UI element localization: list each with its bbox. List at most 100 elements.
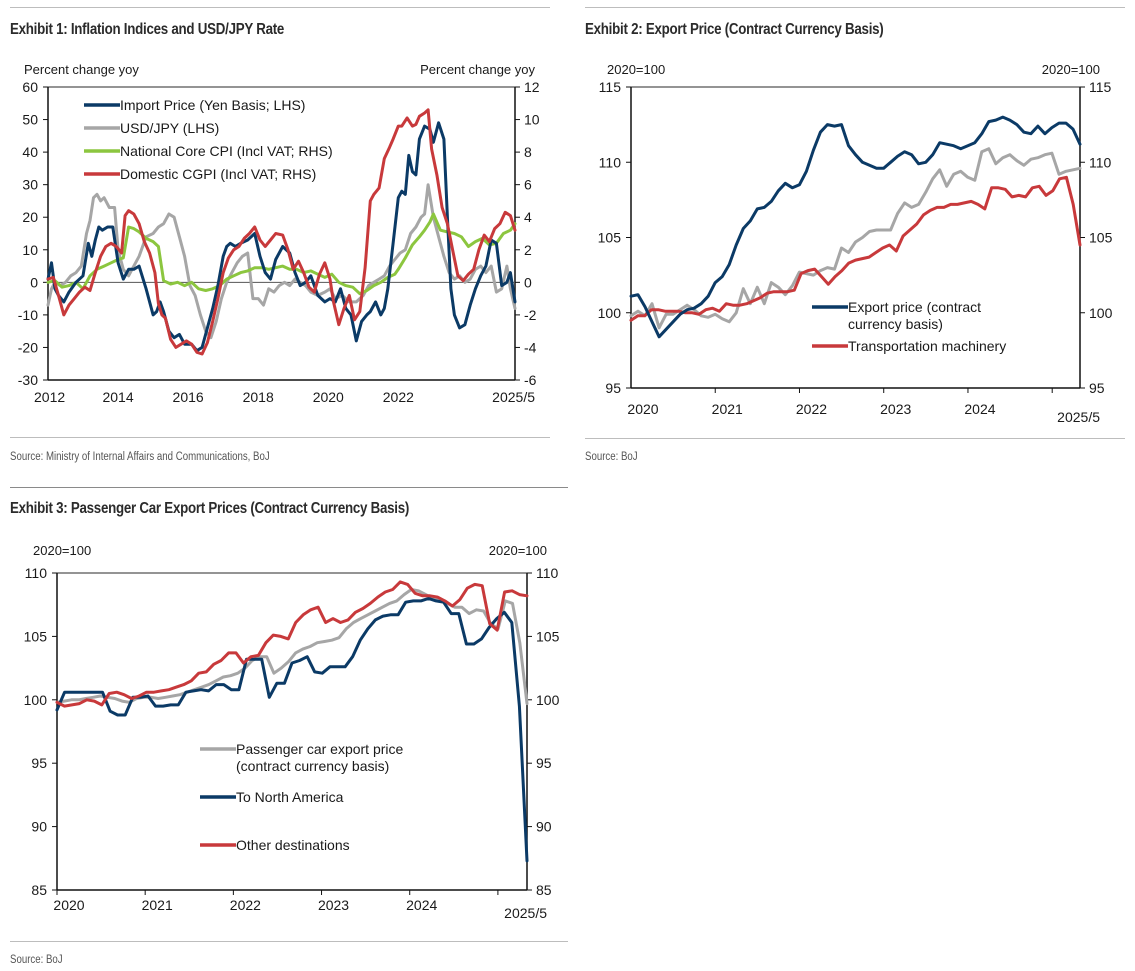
exhibit-3-top-rule (10, 487, 568, 488)
y-tick-label-right: 85 (536, 882, 552, 898)
y-tick-label-left: 0 (30, 274, 38, 290)
y-tick-label-left: 90 (31, 819, 47, 835)
y-tick-label-left: -30 (18, 372, 38, 388)
legend-label-line: Transportation machinery (848, 338, 1006, 354)
legend-label: USD/JPY (LHS) (120, 120, 219, 136)
legend: Export price (contract currency basis) Tra… (812, 299, 1006, 354)
x-tick-label: 2025/5 (1057, 409, 1100, 425)
chart-3: 2020=100 2020=100 110 105 100 95 90 85 110 105 100… (24, 543, 560, 921)
exhibit-3-bottom-rule (10, 941, 568, 942)
series-line-to-north-america (55, 596, 529, 863)
y-tick-label-left: 60 (22, 79, 38, 95)
x-tick-label: 2020 (53, 897, 84, 913)
exhibit-2-bottom-rule (585, 438, 1125, 439)
y-tick-label-left: -20 (18, 339, 38, 355)
legend-label-line: USD/JPY (LHS) (120, 120, 219, 136)
y-tick-label-right: -2 (524, 307, 537, 323)
y-tick-label-right: 4 (524, 209, 532, 225)
y-tick-label-right: 110 (1089, 154, 1112, 170)
chart-1: Percent change yoy Percent change yoy 60 50… (18, 62, 540, 405)
y-tick-label-left: 115 (599, 79, 622, 95)
y-axis-label-right: 2020=100 (489, 543, 547, 558)
x-tick-label: 2014 (102, 389, 133, 405)
legend-label: Passenger car export price (contract curr… (236, 741, 404, 774)
x-tick-label: 2022 (796, 401, 827, 417)
legend-label-line: Domestic CGPI (Incl VAT; RHS) (120, 166, 316, 182)
y-tick-label-right: 2 (524, 242, 532, 258)
legend-label: Import Price (Yen Basis; LHS) (120, 97, 305, 113)
x-tick-label: 2023 (318, 897, 349, 913)
legend-label-line: National Core CPI (Incl VAT; RHS) (120, 143, 333, 159)
x-tick-label: 2016 (173, 389, 204, 405)
legend-label: Domestic CGPI (Incl VAT; RHS) (120, 166, 316, 182)
y-tick-label-right: 100 (536, 692, 560, 708)
y-axis-label-left: 2020=100 (33, 543, 91, 558)
y-tick-label-left: 85 (31, 882, 47, 898)
legend-label-line: Other destinations (236, 837, 350, 853)
legend-label-line: Export price (contract (848, 299, 981, 315)
legend: Import Price (Yen Basis; LHS) USD/JPY (LH… (84, 97, 333, 182)
x-tick-label: 2012 (34, 389, 65, 405)
exhibit-1-source: Source: Ministry of Internal Affairs and… (10, 451, 270, 463)
legend-label: To North America (236, 789, 344, 805)
series-line-unlabeled-series-grey (629, 147, 1082, 330)
y-tick-label-left: 10 (22, 242, 38, 258)
x-tick-label: 2022 (230, 897, 261, 913)
exhibit-1-title: Exhibit 1: Inflation Indices and USD/JPY… (10, 21, 285, 38)
exhibit-1-top-rule (10, 7, 550, 8)
y-tick-label-right: 90 (536, 819, 552, 835)
y-tick-label-right: 95 (536, 755, 552, 771)
y-axis-label-left: Percent change yoy (24, 62, 139, 77)
x-tick-label: 2021 (142, 897, 173, 913)
exhibit-2-top-rule (585, 7, 1125, 8)
y-tick-label-right: 12 (524, 79, 540, 95)
x-tick-label: 2018 (243, 389, 274, 405)
series-line-domestic-cgpi-incl-vat-rhs (46, 108, 517, 356)
y-tick-label-left: -10 (18, 307, 38, 323)
legend-label: Export price (contract currency basis) (848, 299, 981, 332)
series-line-national-core-cpi-incl-vat-rhs (46, 212, 517, 296)
y-tick-label-right: 115 (1089, 79, 1112, 95)
y-tick-label-right: -6 (524, 372, 537, 388)
y-tick-label-right: 105 (536, 628, 560, 644)
y-tick-label-left: 105 (598, 230, 622, 246)
exhibit-3-source: Source: BoJ (10, 954, 63, 966)
legend-label-line: To North America (236, 789, 344, 805)
series-line-transportation-machinery (629, 175, 1082, 322)
y-tick-label-left: 50 (22, 112, 38, 128)
legend-label-line: Passenger car export price (236, 741, 404, 757)
x-tick-label: 2020 (627, 401, 658, 417)
legend-label: Transportation machinery (848, 338, 1006, 354)
legend-label: National Core CPI (Incl VAT; RHS) (120, 143, 333, 159)
series-line-passenger-car-export-price-contract-currency-basis (55, 588, 529, 706)
series-line-other-destinations (55, 580, 529, 708)
y-tick-label-right: 100 (1089, 305, 1113, 321)
y-tick-label-left: 20 (22, 209, 38, 225)
legend: Passenger car export price (contract curr… (200, 741, 404, 853)
y-tick-label-right: 110 (536, 565, 559, 581)
x-tick-label: 2024 (964, 401, 995, 417)
legend-label-line: currency basis) (848, 316, 943, 332)
y-tick-label-right: 105 (1089, 230, 1113, 246)
x-tick-label: 2022 (383, 389, 414, 405)
exhibit-1-bottom-rule (10, 437, 550, 438)
x-tick-label: 2025/5 (504, 905, 547, 921)
series-line-export-price-contract-currency-basis (629, 115, 1082, 339)
y-axis-label-right: 2020=100 (1042, 62, 1100, 77)
x-tick-label: 2025/5 (492, 389, 535, 405)
y-tick-label-right: 10 (524, 112, 540, 128)
y-tick-label-left: 40 (22, 144, 38, 160)
y-axis-label-right: Percent change yoy (420, 62, 535, 77)
x-tick-label: 2021 (712, 401, 743, 417)
exhibit-2-source: Source: BoJ (585, 451, 638, 463)
y-tick-label-left: 95 (31, 755, 47, 771)
y-tick-label-left: 100 (24, 692, 48, 708)
legend-label-line: (contract currency basis) (236, 758, 389, 774)
y-tick-label-left: 110 (25, 565, 48, 581)
legend-label: Other destinations (236, 837, 350, 853)
exhibit-2-title: Exhibit 2: Export Price (Contract Curren… (585, 21, 884, 38)
y-tick-label-left: 105 (24, 628, 48, 644)
chart-2: 2020=100 2020=100 115 110 105 100 95 115 110 105 1… (598, 62, 1113, 425)
y-tick-label-left: 95 (605, 380, 621, 396)
